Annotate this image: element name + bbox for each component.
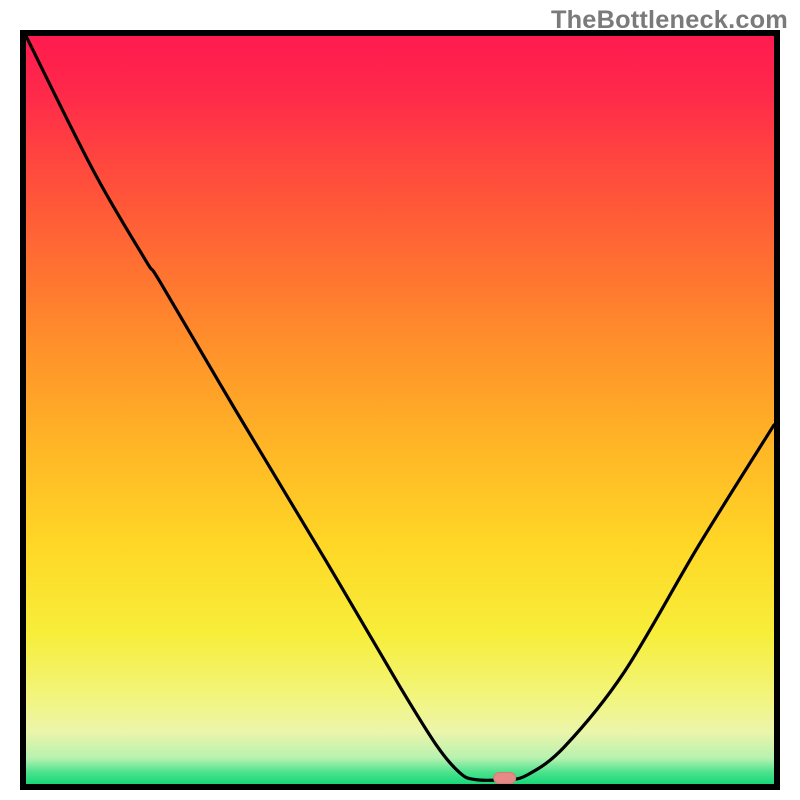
min-marker-pill (494, 773, 516, 784)
plot-border (20, 30, 780, 790)
figure-frame: TheBottleneck.com (0, 0, 800, 800)
bottleneck-curve (26, 36, 774, 784)
curve-path (26, 36, 774, 780)
plot-area (26, 36, 774, 784)
